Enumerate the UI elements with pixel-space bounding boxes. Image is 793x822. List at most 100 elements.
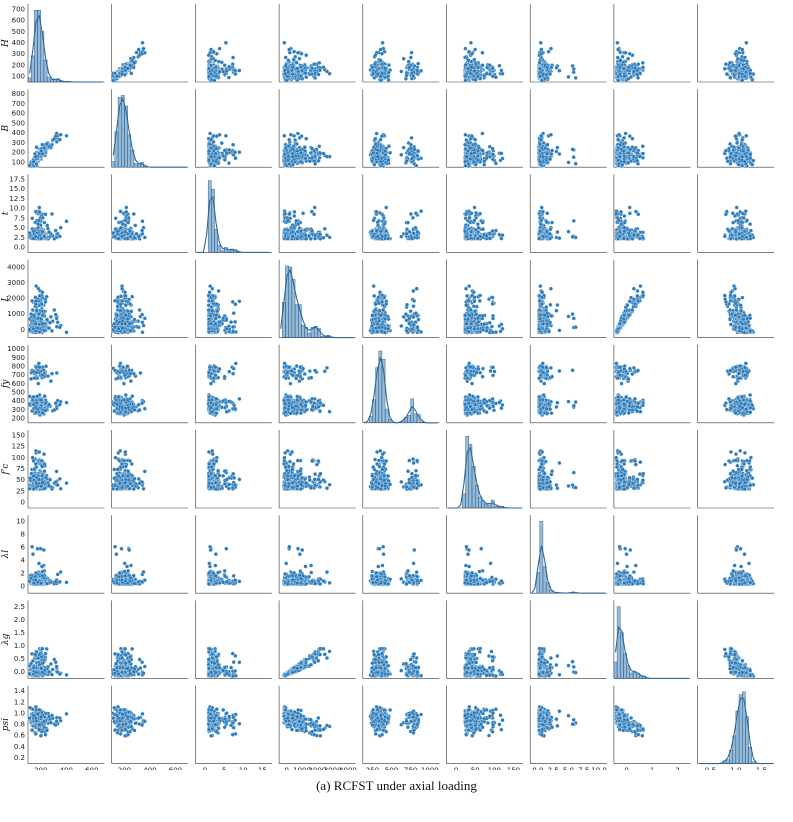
- scatter-point: [473, 141, 478, 147]
- scatter-point: [290, 65, 295, 70]
- scatter-point: [416, 61, 421, 66]
- scatter-point: [621, 66, 626, 71]
- scatter-point: [136, 47, 141, 52]
- scatter-point: [312, 62, 317, 67]
- scatter-point: [214, 159, 219, 164]
- scatter-point: [626, 150, 631, 156]
- panel-B-lam: [529, 89, 607, 169]
- scatter-point: [621, 141, 626, 147]
- panel-H-psi: [697, 4, 775, 83]
- panel-H-t: [195, 4, 272, 83]
- scatter-point: [616, 132, 621, 137]
- scatter-point: [740, 47, 745, 52]
- scatter-point: [484, 71, 489, 76]
- scatter-point: [463, 62, 468, 68]
- scatter-point: [206, 148, 211, 154]
- scatter-point: [640, 144, 645, 149]
- scatter-point: [408, 142, 413, 147]
- scatter-point: [304, 75, 309, 80]
- scatter-point: [209, 137, 214, 142]
- scatter-point: [407, 65, 412, 70]
- scatter-point: [141, 46, 146, 51]
- scatter-point: [209, 72, 214, 77]
- scatter-point: [539, 137, 544, 142]
- panel-B-lg: [613, 89, 691, 169]
- scatter-point: [375, 154, 380, 159]
- scatter-point: [541, 154, 546, 159]
- scatter-point: [125, 66, 130, 71]
- scatter-point: [557, 68, 562, 73]
- scatter-point: [233, 68, 238, 73]
- scatter-point: [213, 58, 218, 63]
- scatter-point: [635, 161, 641, 166]
- scatter-point: [623, 50, 628, 55]
- scatter-point: [383, 66, 388, 71]
- scatter-point: [480, 148, 485, 153]
- scatter-point: [463, 46, 468, 51]
- scatter-point: [64, 133, 69, 138]
- scatter-point: [415, 153, 420, 158]
- scatter-point: [622, 74, 627, 79]
- scatter-point: [386, 62, 391, 68]
- scatter-point: [475, 148, 480, 153]
- scatter-point: [463, 74, 468, 79]
- scatter-point: [626, 65, 631, 70]
- scatter-point: [399, 69, 404, 74]
- scatter-point: [226, 161, 231, 166]
- scatter-point: [635, 150, 640, 155]
- scatter-point: [555, 145, 560, 150]
- scatter-point: [373, 53, 378, 58]
- scatter-point: [294, 60, 299, 65]
- scatter-point: [213, 151, 218, 156]
- scatter-point: [299, 51, 304, 56]
- scatter-point: [379, 134, 385, 139]
- scatter-point: [623, 131, 628, 136]
- scatter-point: [408, 146, 414, 151]
- scatter-point: [616, 146, 621, 151]
- scatter-point: [206, 158, 211, 163]
- scatter-point: [217, 46, 222, 51]
- scatter-point: [286, 58, 291, 63]
- scatter-point: [617, 154, 622, 159]
- scatter-point: [742, 74, 747, 79]
- scatter-point: [208, 131, 213, 136]
- scatter-point: [283, 63, 288, 68]
- scatter-point: [231, 142, 236, 147]
- scatter-point: [378, 137, 383, 142]
- scatter-point: [473, 137, 478, 142]
- scatter-point: [226, 75, 231, 80]
- scatter-point: [480, 131, 485, 136]
- scatter-point: [128, 63, 133, 68]
- scatter-point: [466, 58, 471, 63]
- scatter-point: [309, 156, 314, 161]
- scatter-point: [310, 146, 315, 151]
- scatter-point: [537, 141, 542, 147]
- scatter-point: [219, 141, 224, 146]
- scatter-point: [111, 78, 116, 83]
- panel-H-H: [27, 4, 105, 83]
- scatter-point: [221, 153, 226, 158]
- scatter-point: [57, 137, 62, 142]
- scatter-point: [557, 151, 562, 157]
- scatter-point: [499, 68, 504, 73]
- hist-bar: [121, 95, 125, 168]
- scatter-point: [404, 73, 409, 78]
- scatter-point: [284, 78, 289, 83]
- scatter-point: [321, 65, 326, 70]
- scatter-point: [549, 65, 554, 70]
- scatter-point: [626, 56, 631, 61]
- scatter-point: [295, 50, 300, 55]
- scatter-point: [316, 72, 321, 77]
- panel-H-lam: [529, 4, 607, 83]
- scatter-point: [493, 75, 498, 80]
- scatter-point: [635, 72, 640, 77]
- scatter-point: [288, 132, 293, 137]
- scatter-point: [744, 70, 749, 75]
- scatter-point: [290, 147, 295, 152]
- scatter-point: [58, 132, 63, 137]
- scatter-point: [554, 65, 559, 70]
- scatter-point: [214, 134, 219, 139]
- scatter-point: [482, 162, 487, 167]
- scatter-point: [300, 68, 305, 73]
- scatter-point: [537, 148, 542, 154]
